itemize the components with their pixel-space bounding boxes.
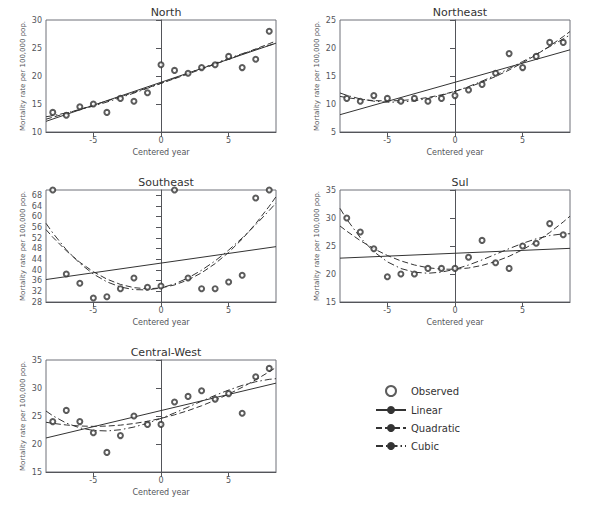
svg-text:5: 5 xyxy=(226,476,231,485)
svg-text:15: 15 xyxy=(32,100,42,109)
svg-text:Centered year: Centered year xyxy=(426,318,484,327)
svg-text:20: 20 xyxy=(32,440,42,449)
svg-text:5: 5 xyxy=(520,306,525,315)
svg-text:25: 25 xyxy=(326,242,336,251)
svg-text:30: 30 xyxy=(32,16,42,25)
svg-text:44: 44 xyxy=(32,255,42,264)
svg-text:5: 5 xyxy=(331,128,336,137)
svg-text:Mortality rate per 100,000 pop: Mortality rate per 100,000 pop. xyxy=(19,191,27,301)
svg-text:-5: -5 xyxy=(383,306,391,315)
svg-text:Mortality rate per 100,000 pop: Mortality rate per 100,000 pop. xyxy=(19,21,27,131)
svg-text:64: 64 xyxy=(32,202,42,211)
svg-text:0: 0 xyxy=(452,306,457,315)
svg-text:20: 20 xyxy=(326,270,336,279)
svg-text:-5: -5 xyxy=(89,306,97,315)
svg-text:5: 5 xyxy=(520,136,525,145)
svg-text:0: 0 xyxy=(452,136,457,145)
svg-text:48: 48 xyxy=(32,244,42,253)
svg-text:Observed: Observed xyxy=(411,386,459,397)
svg-text:15: 15 xyxy=(32,468,42,477)
svg-text:-5: -5 xyxy=(89,136,97,145)
svg-text:Sul: Sul xyxy=(451,176,468,189)
svg-text:Central-West: Central-West xyxy=(131,346,202,359)
svg-text:40: 40 xyxy=(32,266,42,275)
svg-text:Northeast: Northeast xyxy=(433,6,488,19)
svg-text:10: 10 xyxy=(32,128,42,137)
svg-text:25: 25 xyxy=(32,412,42,421)
svg-text:35: 35 xyxy=(32,356,42,365)
svg-text:-5: -5 xyxy=(383,136,391,145)
svg-text:Centered year: Centered year xyxy=(426,148,484,157)
svg-text:25: 25 xyxy=(32,44,42,53)
svg-text:Mortality rate per 100,000 pop: Mortality rate per 100,000 pop. xyxy=(313,21,321,131)
svg-text:28: 28 xyxy=(32,298,42,307)
svg-text:5: 5 xyxy=(226,136,231,145)
svg-text:-5: -5 xyxy=(89,476,97,485)
svg-text:56: 56 xyxy=(32,223,42,232)
svg-text:Cubic: Cubic xyxy=(411,441,439,452)
svg-text:25: 25 xyxy=(326,16,336,25)
svg-text:20: 20 xyxy=(32,72,42,81)
svg-text:35: 35 xyxy=(326,186,336,195)
svg-text:5: 5 xyxy=(226,306,231,315)
svg-text:68: 68 xyxy=(32,191,42,200)
svg-text:20: 20 xyxy=(326,44,336,53)
svg-text:15: 15 xyxy=(326,72,336,81)
svg-text:Southeast: Southeast xyxy=(138,176,194,189)
svg-text:36: 36 xyxy=(32,276,42,285)
svg-text:Centered year: Centered year xyxy=(132,318,190,327)
svg-text:60: 60 xyxy=(32,212,42,221)
svg-text:15: 15 xyxy=(326,298,336,307)
svg-text:Mortality rate per 100,000 pop: Mortality rate per 100,000 pop. xyxy=(313,191,321,301)
svg-text:Quadratic: Quadratic xyxy=(411,423,460,434)
svg-text:30: 30 xyxy=(32,384,42,393)
svg-text:10: 10 xyxy=(326,100,336,109)
svg-text:52: 52 xyxy=(32,234,42,243)
svg-text:0: 0 xyxy=(158,476,163,485)
svg-text:30: 30 xyxy=(326,214,336,223)
svg-text:Centered year: Centered year xyxy=(132,488,190,497)
svg-text:0: 0 xyxy=(158,306,163,315)
svg-text:32: 32 xyxy=(32,287,42,296)
svg-text:0: 0 xyxy=(158,136,163,145)
svg-text:Centered year: Centered year xyxy=(132,148,190,157)
svg-text:Mortality rate per 100,000 pop: Mortality rate per 100,000 pop. xyxy=(19,361,27,471)
svg-text:North: North xyxy=(151,6,182,19)
svg-text:Linear: Linear xyxy=(411,405,443,416)
